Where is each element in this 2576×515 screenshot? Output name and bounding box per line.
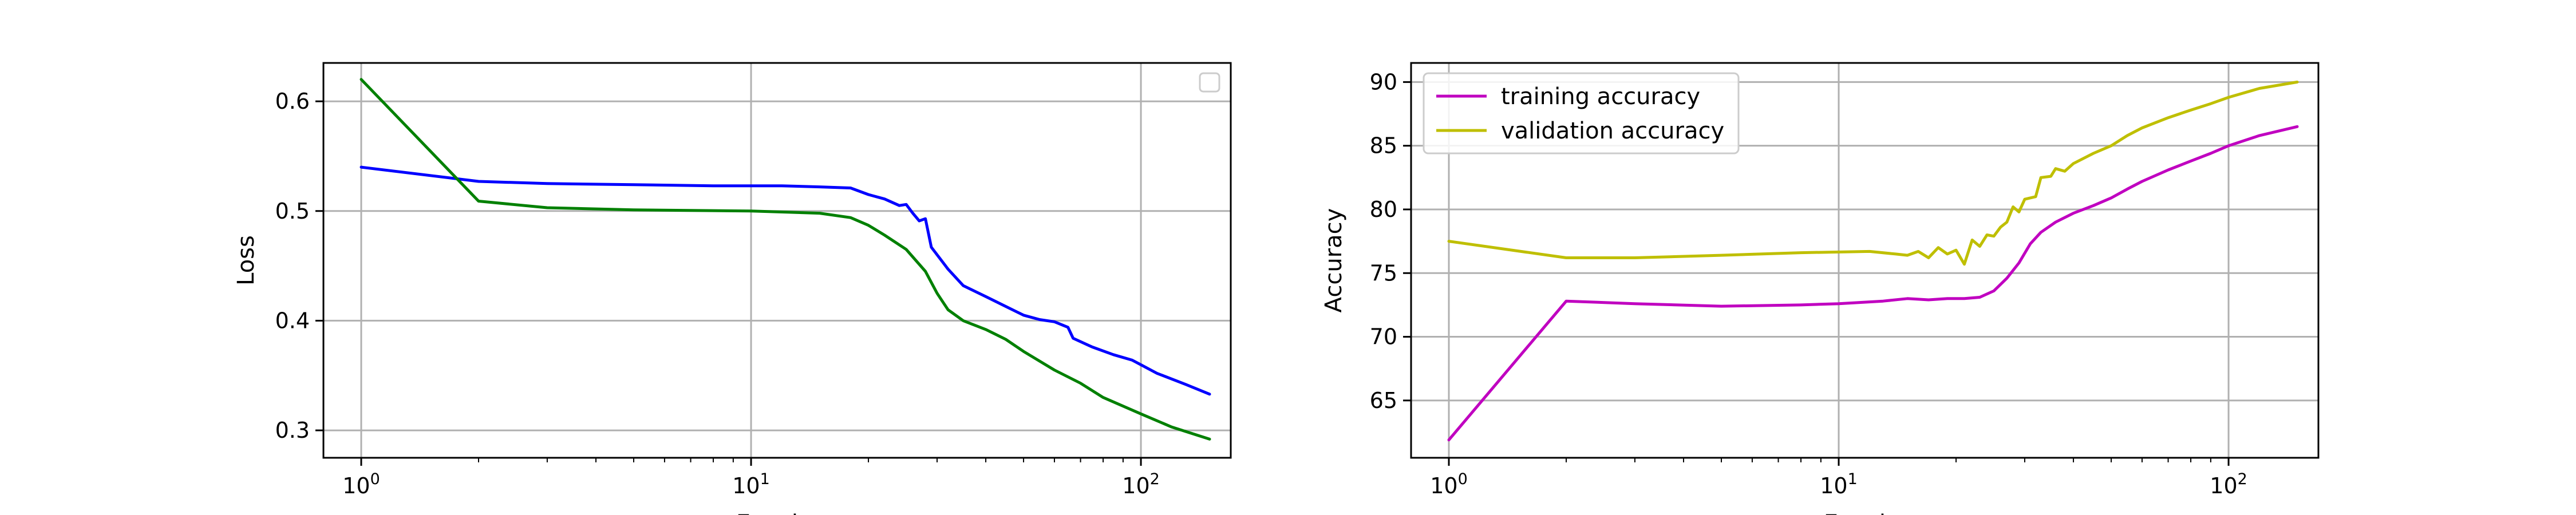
chart-0-x-axis-label: Epochs xyxy=(736,510,818,515)
chart-1-x-tick-label-1: 101 xyxy=(1820,470,1858,498)
chart-1-x-axis-label: Epochs xyxy=(1824,510,1906,515)
chart-1-y-tick-label-5: 90 xyxy=(1370,69,1397,94)
chart-1-x-tick-label-0: 100 xyxy=(1430,470,1468,498)
chart-0-y-tick-label-2: 0.5 xyxy=(275,199,310,224)
chart-1-y-tick-label-0: 65 xyxy=(1370,388,1397,413)
chart-1-x-tick-label-2: 102 xyxy=(2210,470,2247,498)
chart-0-x-tick-label-2: 102 xyxy=(1122,470,1160,498)
chart-1-series-line-1 xyxy=(1447,80,2299,266)
chart-0-y-tick-label-1: 0.4 xyxy=(275,308,310,333)
chart-0-series-line-0 xyxy=(359,165,1211,396)
chart-0-x-tick-label-1: 101 xyxy=(732,470,770,498)
chart-1-legend-label-0: training accuracy xyxy=(1501,84,1700,110)
chart-1-legend-box xyxy=(1423,72,1740,154)
chart-1-series-line-0 xyxy=(1447,125,2299,442)
chart-0-x-tick-label-0: 100 xyxy=(342,470,380,498)
chart-0-axes-frame xyxy=(322,62,1232,459)
chart-0-series-line-1 xyxy=(359,78,1211,441)
chart-1-axes-frame xyxy=(1410,62,2320,459)
chart-1-legend-label-1: validation accuracy xyxy=(1501,118,1724,144)
loss-panel: 100 101 102 0.3 0.4 0.5 0.6 Epochs Loss xyxy=(233,62,1232,515)
chart-1-y-tick-label-2: 75 xyxy=(1370,260,1397,286)
chart-0-legend-box xyxy=(1199,72,1220,93)
chart-0-y-tick-label-0: 0.3 xyxy=(275,418,310,443)
chart-1-y-tick-label-4: 85 xyxy=(1370,133,1397,159)
chart-1-y-axis-label: Accuracy xyxy=(1321,208,1347,313)
chart-1-y-tick-label-1: 70 xyxy=(1370,324,1397,350)
accuracy-panel: 100 101 102 65 70 75 80 85 90 Epochs Accuracy train… xyxy=(1321,62,2320,515)
chart-0-y-axis-label: Loss xyxy=(233,235,259,286)
chart-1-y-tick-label-3: 80 xyxy=(1370,197,1397,222)
chart-0-y-tick-label-3: 0.6 xyxy=(275,89,310,114)
